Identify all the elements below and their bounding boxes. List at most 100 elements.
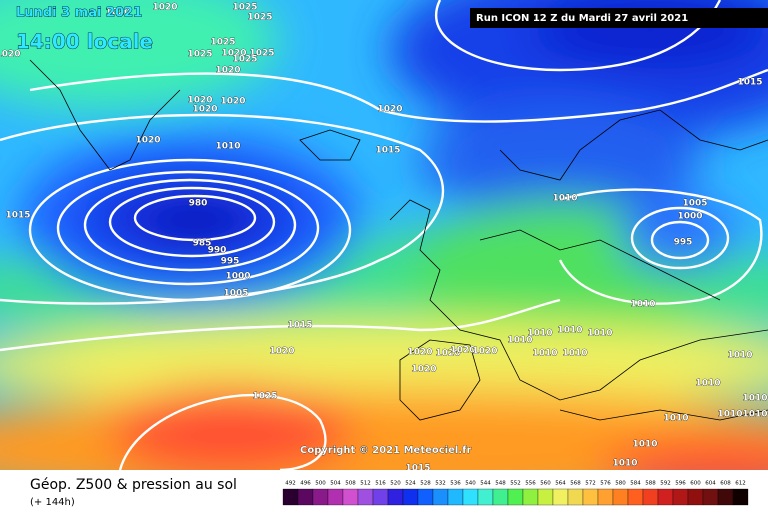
scale-swatch [327, 488, 344, 506]
scale-swatch [297, 488, 314, 506]
isobar-label: 1025 [232, 3, 257, 13]
isobar-label: 1010 [587, 329, 612, 339]
scale-swatch [282, 488, 299, 506]
isobar-label: 995 [674, 238, 693, 248]
scale-swatch [537, 488, 554, 506]
run-box [470, 8, 768, 28]
scale-swatch [642, 488, 659, 506]
isobar-label: 1000 [677, 212, 702, 222]
scale-swatch [612, 488, 629, 506]
scale-swatch [417, 488, 434, 506]
scale-swatch [702, 488, 719, 506]
isobar-label: 1020 [221, 49, 246, 59]
isobar-label: 980 [189, 199, 208, 209]
scale-swatch [372, 488, 389, 506]
isobar-label: 1025 [232, 55, 257, 65]
isobar-label: 1025 [247, 13, 272, 23]
isobar-label: 1020 [152, 3, 177, 13]
coastlines [29, 59, 768, 421]
isobar-label: 1025 [249, 49, 274, 59]
isobar-label: 985 [193, 239, 212, 249]
isobar-label: 1020 [435, 349, 460, 359]
scale-label: 512 [360, 481, 371, 487]
scale-label: 552 [510, 481, 521, 487]
isobar-label: 1015 [375, 146, 400, 156]
scale-label: 508 [345, 481, 356, 487]
isobar-label: 1020 [407, 348, 432, 358]
isobar-label: 1015 [5, 211, 30, 221]
isobar-label: 1005 [682, 199, 707, 209]
isobar-label: 1020 [450, 346, 475, 356]
scale-label: 600 [690, 481, 701, 487]
scale-swatch [447, 488, 464, 506]
scale-swatch [402, 488, 419, 506]
scale-swatch [567, 488, 584, 506]
scale-swatch [627, 488, 644, 506]
scale-label: 536 [450, 481, 461, 487]
isobar-label: 1010 [632, 440, 657, 450]
isobar-label: 1010 [695, 379, 720, 389]
scale-swatch [507, 488, 524, 506]
scale-swatch [672, 488, 689, 506]
scale-label: 588 [645, 481, 656, 487]
isobar-label: 990 [208, 246, 227, 256]
isobar-label: 1025 [187, 50, 212, 60]
isobar-label: 1010 [527, 329, 552, 339]
scale-label: 612 [735, 481, 746, 487]
isobar-label: 1010 [552, 194, 577, 204]
scale-swatch [387, 488, 404, 506]
scale-label: 572 [585, 481, 596, 487]
scale-swatch [462, 488, 479, 506]
scale-label: 556 [525, 481, 536, 487]
isobar-label: 1000 [225, 272, 250, 282]
isobar-label: 1020 [472, 347, 497, 357]
isobar-label: 1020 [220, 97, 245, 107]
isobar-label: 1025 [210, 38, 235, 48]
color-scale: 492 496 500 504 508 512 516 520 524 528 532 536 540 5… [282, 481, 749, 506]
scale-label: 524 [405, 481, 416, 487]
scale-label: 580 [615, 481, 626, 487]
footer-title: Géop. Z500 & pression au sol [30, 477, 237, 493]
scale-swatch [312, 488, 329, 506]
isobar-label: 1010 [630, 300, 655, 310]
isobar-label: 1010 [663, 414, 688, 424]
isobar-label: 1010 [727, 351, 752, 361]
isobar-label: 1015 [287, 321, 312, 331]
scale-swatch [552, 488, 569, 506]
forecast-time: 14:00 locale [16, 30, 153, 54]
scale-label: 532 [435, 481, 446, 487]
scale-label: 544 [480, 481, 491, 487]
scale-label: 496 [300, 481, 311, 487]
scale-swatch [432, 488, 449, 506]
scale-swatch [732, 488, 749, 506]
scale-swatch [597, 488, 614, 506]
isobar-label: 1025 [252, 392, 277, 402]
isobar-label: 1020 [187, 96, 212, 106]
isobar-label: 1010 [532, 349, 557, 359]
scale-swatch [687, 488, 704, 506]
scale-label: 560 [540, 481, 551, 487]
isobars [0, 0, 768, 470]
scale-label: 596 [675, 481, 686, 487]
scale-label: 528 [420, 481, 431, 487]
isobar-label: 1005 [223, 289, 248, 299]
isobar-label: 995 [221, 257, 240, 267]
isobar-label: 1020 [135, 136, 160, 146]
scale-label: 584 [630, 481, 641, 487]
scale-swatch [342, 488, 359, 506]
scale-swatch [522, 488, 539, 506]
scale-label: 504 [330, 481, 341, 487]
scale-label: 564 [555, 481, 566, 487]
scale-label: 604 [705, 481, 716, 487]
isobar-label: 1020 [192, 105, 217, 115]
scale-label: 540 [465, 481, 476, 487]
isobar-label: 1020 [411, 365, 436, 375]
isobar-label: 1010 [557, 326, 582, 336]
isobar-label: 1020 [269, 347, 294, 357]
isobar-label: 1010 [742, 410, 767, 420]
isobar-label: 1020 [0, 50, 21, 60]
scale-label: 500 [315, 481, 326, 487]
forecast-date: Lundi 3 mai 2021 [16, 6, 142, 21]
footer-lead: (+ 144h) [30, 497, 75, 508]
